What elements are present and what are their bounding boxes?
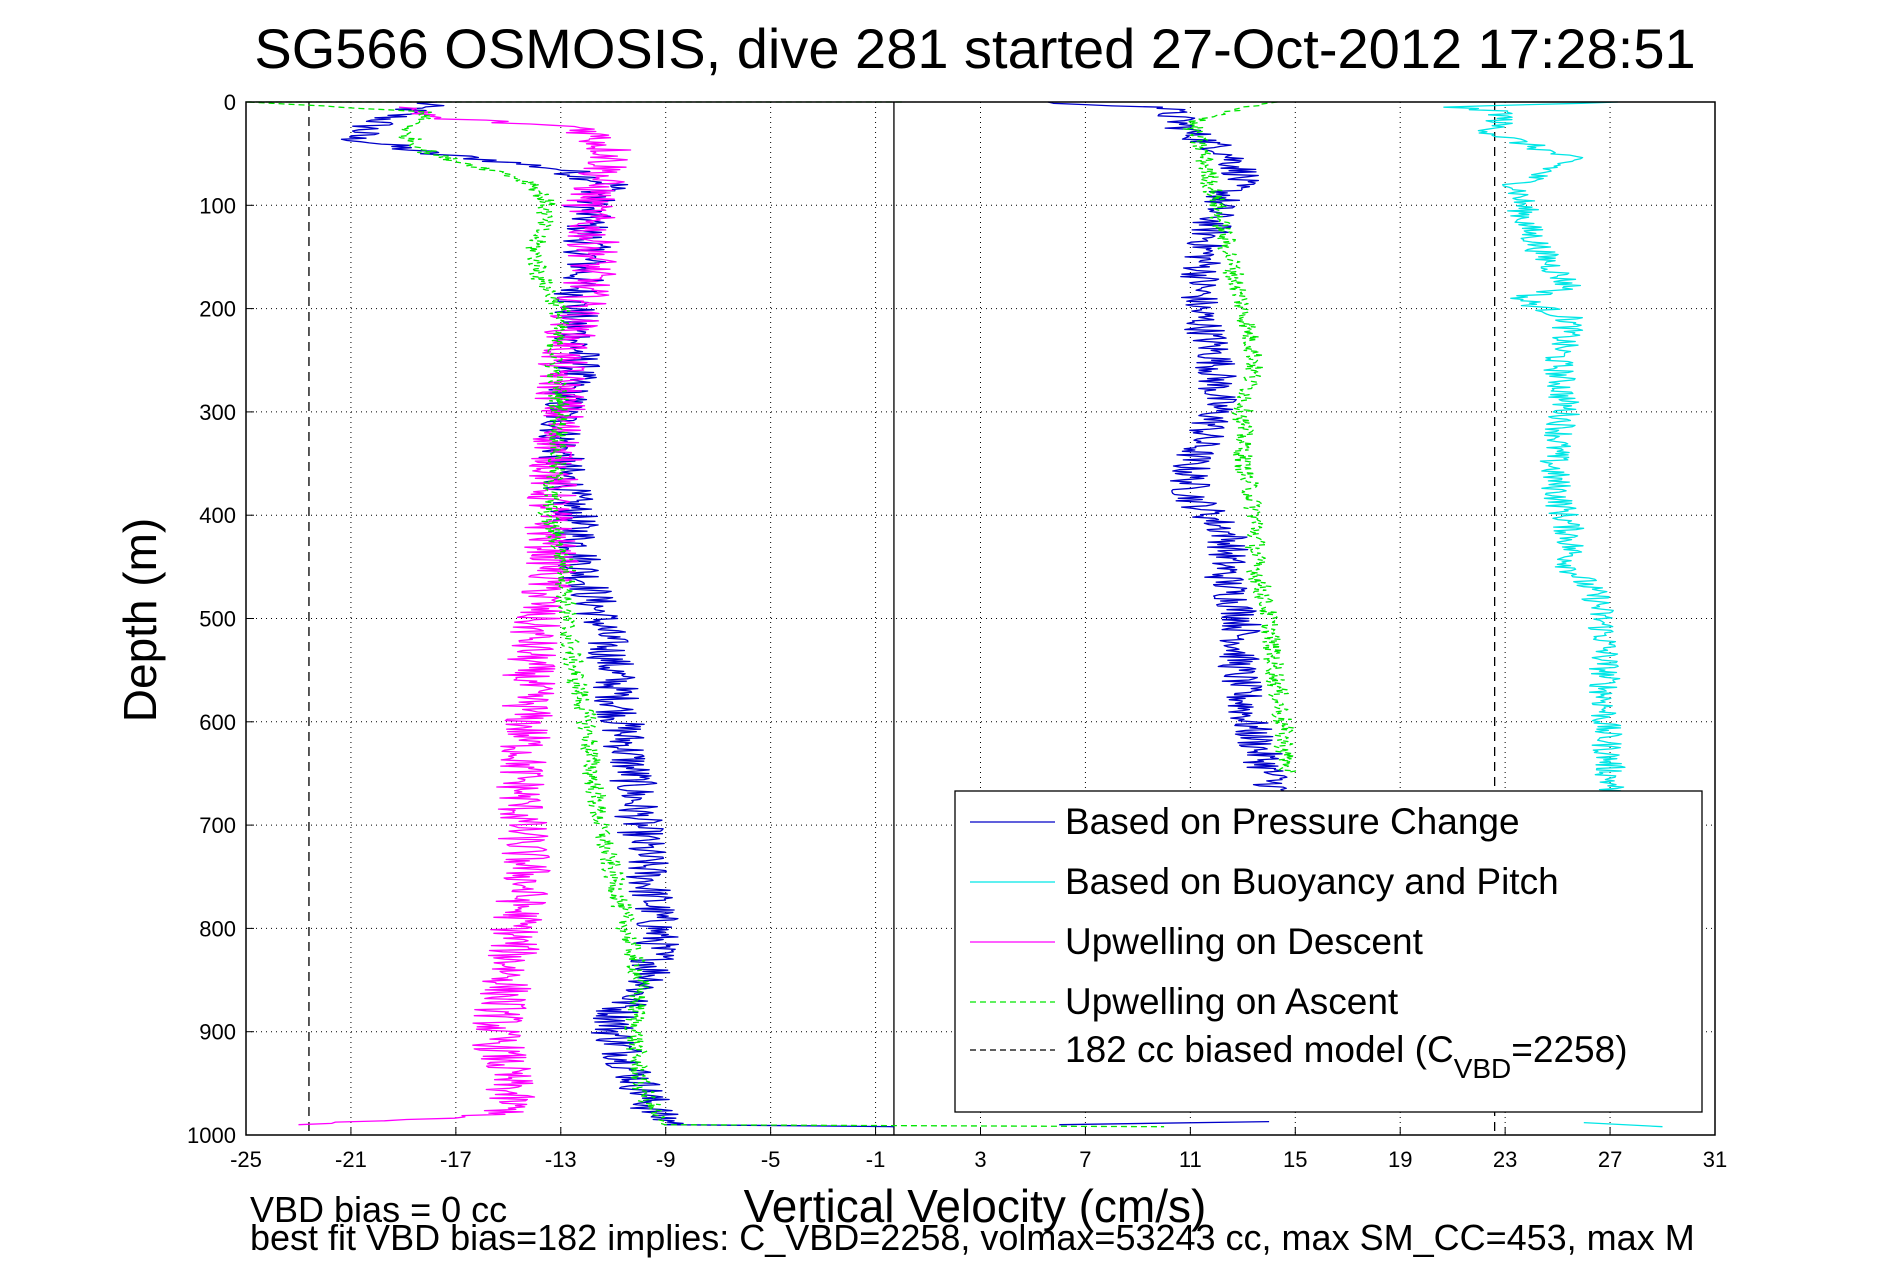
y-tick-label: 200 [199, 297, 236, 322]
legend-box [954, 790, 1703, 1113]
legend-label: Based on Buoyancy and Pitch [1065, 861, 1559, 902]
x-tick-label: 19 [1388, 1147, 1412, 1172]
y-tick-label: 900 [199, 1020, 236, 1045]
y-tick-label: 300 [199, 400, 236, 425]
series-line-6 [248, 101, 1165, 1128]
x-tick-label: -9 [656, 1147, 676, 1172]
x-tick-label: -13 [545, 1147, 577, 1172]
x-tick-label: 27 [1598, 1147, 1622, 1172]
y-tick-label: 500 [199, 607, 236, 632]
y-tick-labels: 0 100 200 300 400 500 600 700 800 900 1000 [187, 90, 236, 1148]
legend: Based on Pressure Change Based on Buoyanc… [954, 790, 1703, 1113]
series-group [246, 101, 1663, 1128]
series-line-4 [1583, 1121, 1663, 1128]
series-line-3 [1443, 101, 1627, 806]
x-tick-label: 15 [1283, 1147, 1307, 1172]
y-tick-label: 400 [199, 503, 236, 528]
series-line-2 [1059, 1120, 1270, 1126]
series-line-1 [1047, 101, 1297, 806]
plot-frame [245, 101, 1716, 1136]
x-tick-label: -5 [761, 1147, 781, 1172]
x-tick-label: -25 [230, 1147, 262, 1172]
best-fit-note: best fit VBD bias=182 implies: C_VBD=225… [250, 1217, 1695, 1258]
x-tick-label: -1 [866, 1147, 886, 1172]
legend-label: Upwelling on Descent [1065, 921, 1424, 962]
x-tick-label: 23 [1493, 1147, 1517, 1172]
y-tick-label: 600 [199, 710, 236, 735]
x-axis-label: Vertical Velocity (cm/s) [744, 1180, 1207, 1232]
x-tick-label: -21 [335, 1147, 367, 1172]
chart-title: SG566 OSMOSIS, dive 281 started 27-Oct-2… [254, 17, 1695, 80]
vbd-bias-note: VBD bias = 0 cc [250, 1189, 507, 1230]
y-tick-label: 700 [199, 813, 236, 838]
legend-label-subscript: VBD [1454, 1053, 1512, 1084]
legend-label: Upwelling on Ascent [1065, 981, 1399, 1022]
y-tick-label: 1000 [187, 1123, 236, 1148]
x-tick-label: 3 [974, 1147, 986, 1172]
series-line-5 [298, 106, 632, 1126]
x-tick-label: 31 [1703, 1147, 1727, 1172]
legend-label: Based on Pressure Change [1065, 801, 1520, 842]
x-tick-labels: -25 -21 -17 -13 -9 -5 -1 3 7 11 15 19 23 27 31 [230, 1147, 1727, 1172]
series-line-7 [1182, 101, 1297, 774]
x-tick-label: 7 [1079, 1147, 1091, 1172]
legend-label-suffix: =2258) [1511, 1029, 1627, 1070]
x-tick-label: -17 [440, 1147, 472, 1172]
y-tick-label: 0 [224, 90, 236, 115]
y-tick-label: 100 [199, 193, 236, 218]
y-axis-label: Depth (m) [114, 518, 166, 722]
x-tick-label: 11 [1179, 1147, 1202, 1172]
y-tick-label: 800 [199, 916, 236, 941]
